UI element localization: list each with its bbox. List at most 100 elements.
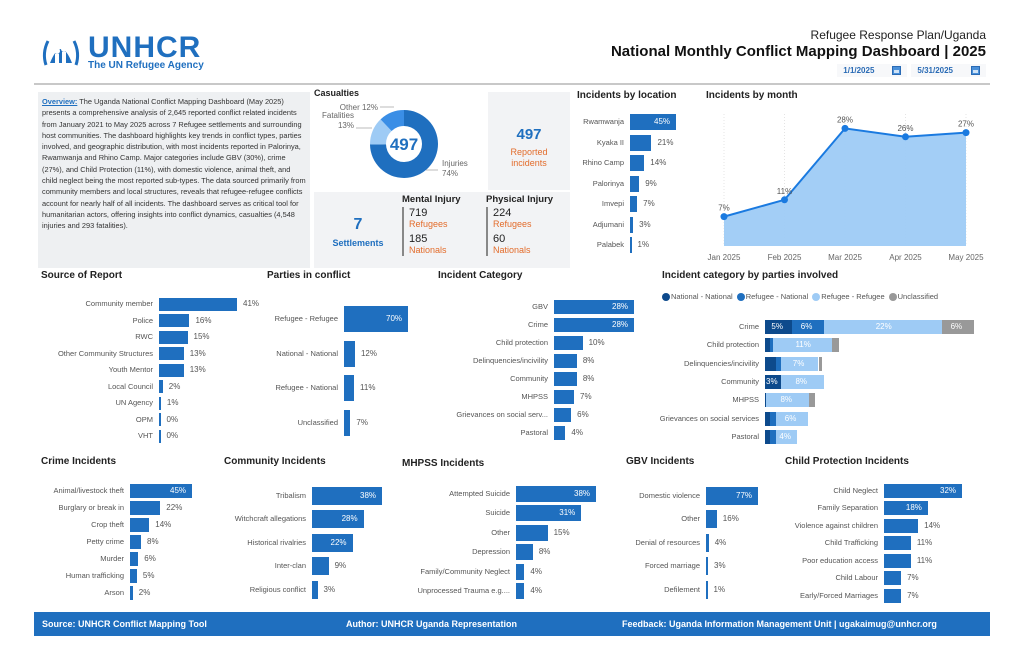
bar-segment[interactable] [765, 429, 771, 444]
bar-row[interactable]: GBV 28% [430, 298, 650, 316]
bar-row[interactable]: Child Labour 7% [758, 570, 988, 588]
bar-row[interactable]: Other 16% [620, 508, 760, 532]
footer-feedback[interactable]: Feedback: Uganda Information Management … [622, 619, 937, 629]
bar-row[interactable]: Delinquencies/incivility 8% [430, 352, 650, 370]
bar[interactable] [554, 300, 634, 314]
bar[interactable] [884, 483, 962, 498]
bar[interactable] [159, 429, 161, 443]
bar[interactable] [884, 588, 902, 603]
bar-segment[interactable] [808, 393, 816, 408]
bar[interactable] [630, 175, 640, 192]
bar[interactable] [630, 155, 645, 172]
calendar-icon[interactable] [892, 66, 902, 75]
bar[interactable] [159, 363, 184, 377]
bar-segment[interactable] [791, 320, 824, 335]
bar-segment[interactable] [765, 393, 767, 408]
bar[interactable] [516, 544, 533, 561]
bar-row[interactable]: Burglary or break in 22% [38, 499, 218, 516]
bar[interactable] [130, 568, 137, 583]
bar-segment[interactable] [765, 338, 771, 353]
bar-row[interactable]: Community 8% [430, 370, 650, 388]
bar[interactable] [516, 524, 548, 541]
bar-segment[interactable] [765, 375, 782, 390]
bar[interactable] [884, 553, 911, 568]
bar-row[interactable]: National - National 12% [262, 337, 432, 372]
start-date-value[interactable]: 1/1/2025 [843, 66, 875, 75]
bar-segment[interactable] [781, 375, 824, 390]
bar-row[interactable]: Murder 6% [38, 550, 218, 567]
bar[interactable] [554, 408, 572, 422]
bar-row[interactable]: Tribalism 38% [220, 484, 400, 508]
bar-row[interactable]: Depression 8% [400, 543, 610, 563]
bar-row[interactable]: Adjumani 3% [572, 215, 702, 236]
stacked-row[interactable]: Crime 5% 6% 22% 6% [655, 318, 990, 336]
bar-row[interactable]: Denial of resources 4% [620, 531, 760, 555]
bar-segment[interactable] [781, 356, 819, 371]
bar[interactable] [130, 500, 161, 515]
bar-segment[interactable] [770, 411, 776, 426]
bar-row[interactable]: Kyaka II 21% [572, 133, 702, 154]
bar-row[interactable]: OPM 0% [38, 412, 268, 429]
data-point[interactable] [902, 133, 909, 141]
bar[interactable] [130, 551, 139, 566]
stacked-row[interactable]: MHPSS 8% [655, 391, 990, 409]
bar[interactable] [130, 585, 133, 600]
data-point[interactable] [781, 196, 788, 204]
bar-segment[interactable] [775, 356, 782, 371]
bar[interactable] [516, 485, 596, 502]
bar-segment[interactable] [770, 429, 776, 444]
calendar-icon[interactable] [971, 66, 980, 75]
bar-row[interactable]: VHT 0% [38, 428, 268, 445]
donut-slice-other[interactable] [380, 110, 404, 131]
stacked-row[interactable]: Child protection 11% [655, 336, 990, 354]
bar[interactable] [344, 375, 355, 402]
bar-row[interactable]: Community member 41% [38, 296, 268, 313]
bar-segment[interactable] [765, 356, 776, 371]
bar-segment[interactable] [770, 338, 774, 353]
bar[interactable] [159, 297, 237, 311]
bar[interactable] [159, 347, 184, 361]
bar-row[interactable]: Other Community Structures 13% [38, 346, 268, 363]
end-date-picker[interactable]: 5/31/2025 [911, 64, 986, 77]
bar-row[interactable]: Imvepi 7% [572, 194, 702, 215]
bar-row[interactable]: Attempted Suicide 38% [400, 484, 610, 504]
bar[interactable] [554, 390, 574, 404]
bar-segment[interactable] [818, 356, 823, 371]
bar-row[interactable]: Forced marriage 3% [620, 555, 760, 579]
bar-segment[interactable] [773, 338, 832, 353]
donut-slice-injuries[interactable] [370, 110, 438, 178]
bar[interactable] [159, 330, 188, 344]
bar[interactable] [884, 518, 919, 533]
bar-row[interactable]: Animal/livestock theft 45% [38, 482, 218, 499]
bar[interactable] [130, 517, 150, 532]
bar[interactable] [554, 318, 634, 332]
bar-row[interactable]: Palorinya 9% [572, 174, 702, 195]
bar-segment[interactable] [941, 320, 974, 335]
bar[interactable] [706, 510, 717, 529]
bar-segment[interactable] [765, 320, 792, 335]
bar[interactable] [516, 505, 582, 522]
bar-row[interactable]: Historical rivalries 22% [220, 531, 400, 555]
bar[interactable] [554, 354, 577, 368]
legend-item[interactable]: Unclassified [888, 292, 938, 302]
bar-row[interactable]: Grievances on social serv... 6% [430, 406, 650, 424]
bar[interactable] [344, 340, 355, 367]
stacked-row[interactable]: Grievances on social services 6% [655, 410, 990, 428]
bar-row[interactable]: MHPSS 7% [430, 388, 650, 406]
bar-row[interactable]: Palabek 1% [572, 235, 702, 256]
bar[interactable] [159, 396, 161, 410]
bar-row[interactable]: Unprocessed Trauma e.g.... 4% [400, 582, 610, 602]
bar[interactable] [159, 314, 190, 328]
bar-row[interactable]: Child Neglect 32% [758, 482, 988, 500]
stacked-row[interactable]: Pastoral 4% [655, 428, 990, 446]
bar[interactable] [344, 409, 351, 436]
bar-row[interactable]: Arson 2% [38, 584, 218, 601]
bar[interactable] [554, 426, 566, 440]
bar[interactable] [312, 557, 329, 576]
bar[interactable] [516, 583, 525, 600]
bar[interactable] [312, 486, 382, 505]
bar[interactable] [630, 134, 652, 151]
data-point[interactable] [841, 124, 849, 132]
bar[interactable] [630, 216, 634, 233]
bar-row[interactable]: Poor education access 11% [758, 552, 988, 570]
